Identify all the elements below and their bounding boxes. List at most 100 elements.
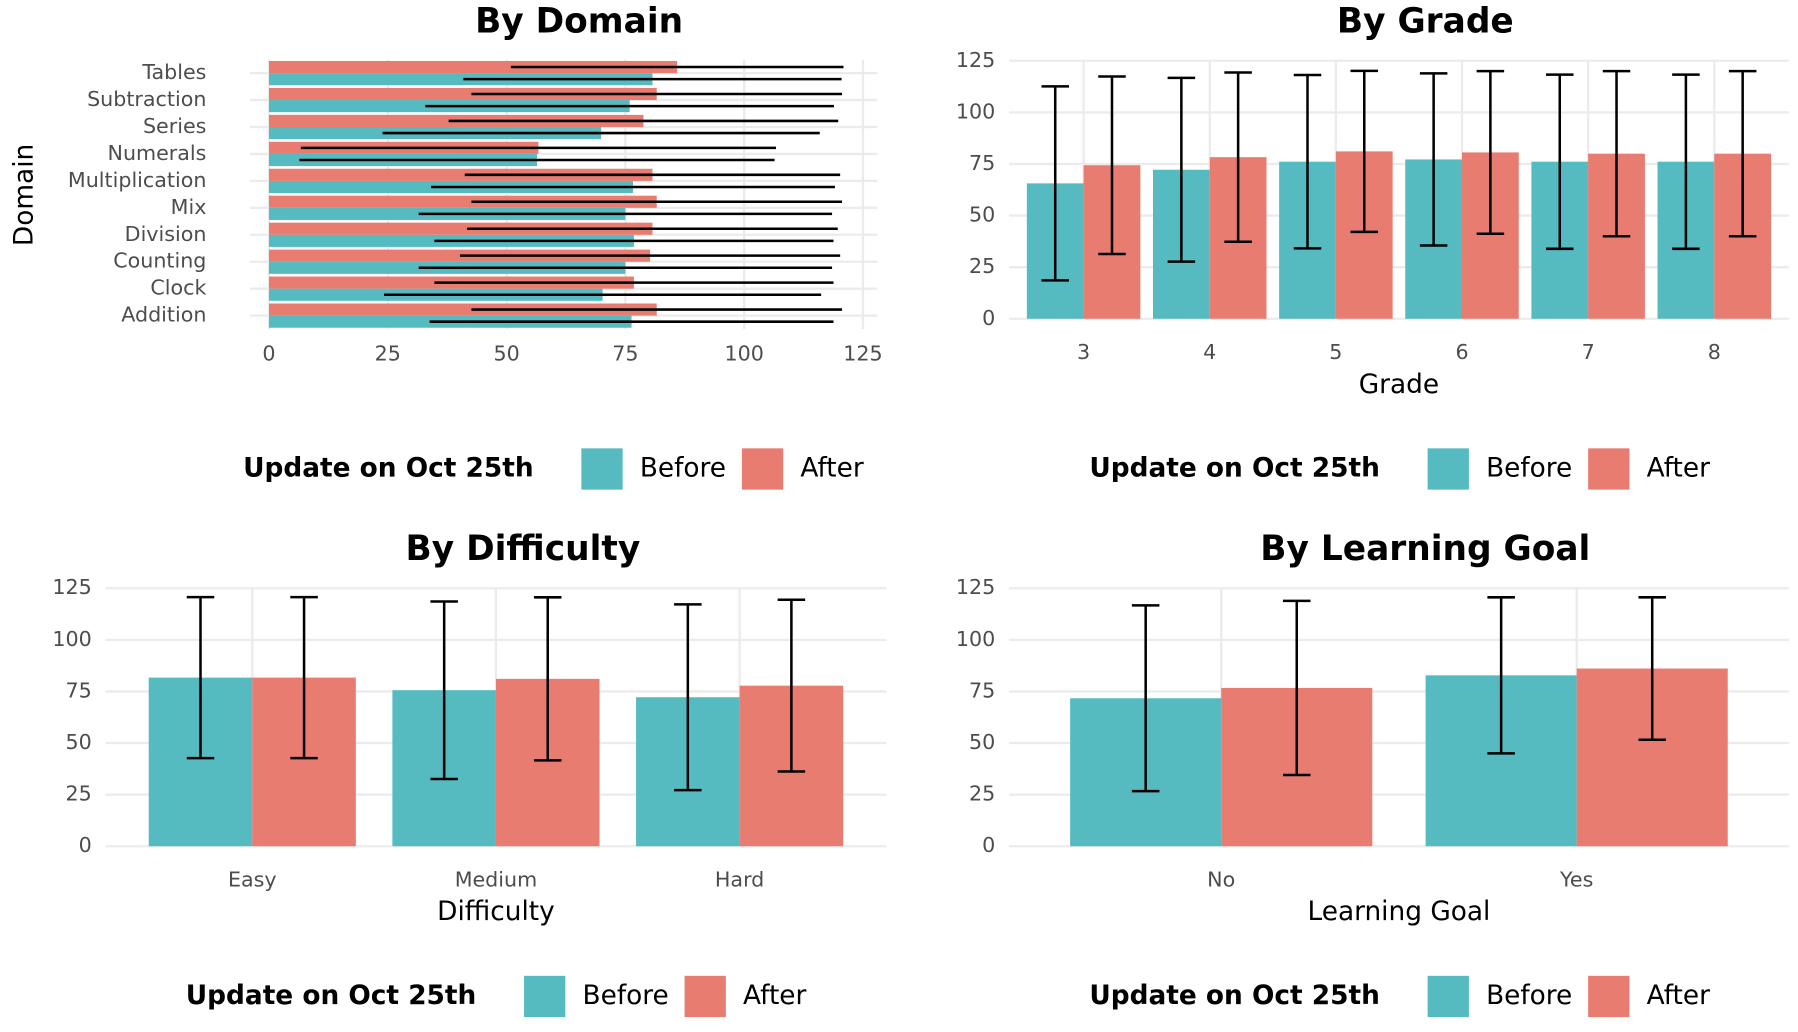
x-tick-label: No: [1207, 868, 1235, 892]
y-tick-label: 125: [956, 575, 995, 599]
error-bar: [1167, 76, 1196, 263]
y-tick-label: 100: [956, 627, 995, 651]
x-tick-label: 100: [724, 341, 763, 365]
error-bar: [674, 603, 702, 792]
legend-label: After: [1647, 981, 1710, 1011]
legend-title: Update on Oct 25th: [243, 453, 534, 483]
x-tick-label: Easy: [228, 868, 277, 892]
panel-title: By Domain: [475, 1, 683, 41]
error-bar: [1350, 69, 1379, 234]
y-tick-label: 125: [52, 575, 91, 599]
x-tick-label: Yes: [1559, 868, 1593, 892]
x-tick-label: 0: [262, 341, 275, 365]
x-tick-label: 7: [1582, 340, 1595, 364]
error-bar: [430, 600, 458, 781]
legend-key: [741, 448, 784, 490]
error-bar: [1293, 73, 1322, 250]
x-tick-label: 4: [1203, 340, 1216, 364]
y-tick-label: 50: [65, 730, 91, 754]
panel: By Learning Goal 0 25 50 75 100 125 No Yes Learni…: [956, 529, 1789, 1018]
x-tick-label: 75: [612, 341, 638, 365]
y-tick-label: 75: [65, 678, 91, 702]
y-tick-label: Division: [125, 222, 207, 246]
legend-key: [1588, 448, 1630, 490]
x-tick-label: 125: [843, 341, 882, 365]
y-tick-label: 75: [969, 678, 995, 702]
error-bar: [1419, 72, 1448, 247]
y-tick-label: 50: [969, 203, 995, 227]
panel-title: By Grade: [1337, 1, 1514, 41]
x-tick-label: Hard: [715, 868, 764, 892]
error-bar: [1728, 69, 1757, 238]
bar: [268, 303, 657, 316]
x-axis-title: Grade: [1359, 370, 1439, 400]
legend-label: After: [743, 981, 806, 1011]
panel-title: By Learning Goal: [1260, 529, 1590, 569]
legend-key: [524, 975, 566, 1018]
y-tick-label: 25: [65, 782, 91, 806]
x-tick-label: 5: [1329, 340, 1342, 364]
x-axis-title: Learning Goal: [1308, 897, 1491, 927]
bar: [268, 195, 657, 208]
y-tick-label: Subtraction: [87, 87, 206, 111]
panel: By Grade 0 25 50 75 100 125 3 4 5 6 7 8 Grade Update o…: [956, 1, 1789, 490]
error-bar: [1282, 599, 1311, 777]
legend-label: After: [800, 453, 863, 483]
legend-key: [1427, 448, 1469, 490]
x-tick-label: 6: [1455, 340, 1468, 364]
legend-key: [581, 448, 623, 490]
y-tick-label: 50: [969, 730, 995, 754]
y-tick-label: Clock: [150, 276, 206, 300]
y-tick-label: 25: [969, 254, 995, 278]
error-bar: [290, 595, 318, 760]
bar: [268, 168, 653, 181]
panel: By Difficulty 0 25 50 75 100 125 Easy Medium Hard…: [52, 529, 887, 1018]
error-bar: [1602, 69, 1631, 238]
x-tick-label: 25: [375, 341, 401, 365]
x-axis-title: Difficulty: [437, 897, 555, 927]
error-bar: [533, 596, 562, 762]
y-tick-label: Multiplication: [68, 168, 206, 192]
y-tick-label: Mix: [171, 195, 207, 219]
panel: By Domain 0 25 50 75 100 125 Addition Clock Count…: [10, 1, 883, 490]
error-bar: [1098, 75, 1126, 256]
y-tick-label: Counting: [113, 249, 206, 273]
y-tick-label: 75: [969, 151, 995, 175]
legend-key: [1427, 975, 1469, 1018]
x-tick-label: Medium: [455, 868, 537, 892]
error-bar: [1672, 73, 1700, 251]
x-tick-label: 8: [1708, 340, 1721, 364]
legend-label: Before: [1486, 453, 1572, 483]
error-bar: [1041, 85, 1069, 282]
bar: [268, 249, 651, 262]
error-bar: [1546, 73, 1574, 251]
legend-label: Before: [1486, 981, 1572, 1011]
legend-key: [1588, 975, 1630, 1018]
legend-label: Before: [583, 981, 669, 1011]
bar: [268, 73, 653, 86]
y-tick-label: 100: [52, 627, 91, 651]
error-bar: [1131, 604, 1160, 793]
y-tick-label: 0: [982, 306, 995, 330]
legend-title: Update on Oct 25th: [186, 981, 477, 1011]
y-tick-label: Tables: [141, 60, 206, 84]
error-bar: [1487, 596, 1515, 755]
y-tick-label: 125: [956, 48, 995, 72]
legend-label: Before: [640, 453, 726, 483]
y-tick-label: 0: [79, 833, 92, 857]
error-bar: [1476, 69, 1505, 235]
legend-title: Update on Oct 25th: [1089, 453, 1380, 483]
y-tick-label: Numerals: [108, 141, 207, 165]
y-tick-label: Series: [143, 114, 206, 138]
panel-title: By Difficulty: [406, 529, 641, 569]
legend-key: [684, 975, 726, 1018]
legend-title: Update on Oct 25th: [1089, 981, 1380, 1011]
x-tick-label: 3: [1077, 340, 1090, 364]
y-tick-label: 0: [982, 833, 995, 857]
error-bar: [186, 595, 215, 760]
y-tick-label: 100: [956, 99, 995, 123]
bar: [268, 60, 678, 74]
y-tick-label: Addition: [121, 303, 206, 327]
bar: [268, 222, 653, 235]
